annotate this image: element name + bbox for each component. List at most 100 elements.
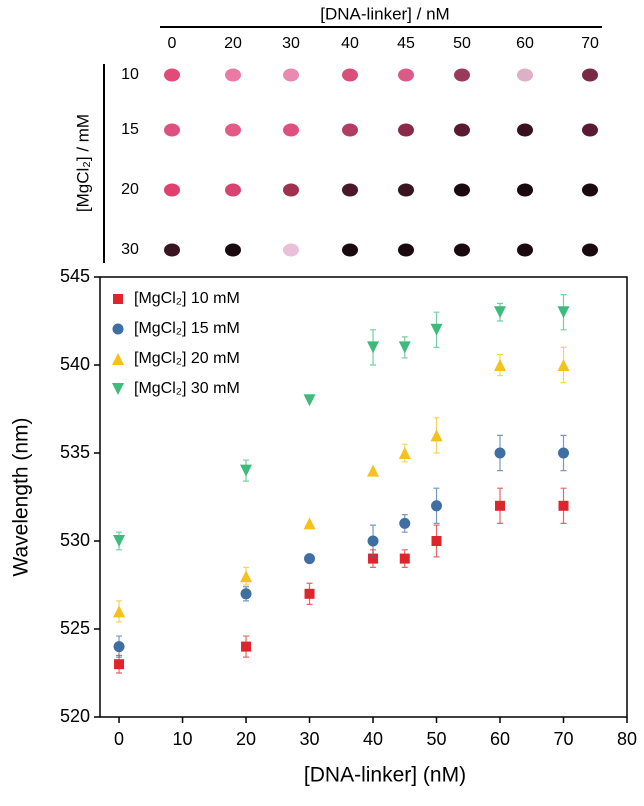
spot — [582, 68, 598, 82]
marker — [304, 588, 315, 599]
legend-marker — [113, 294, 123, 304]
spot — [517, 68, 533, 82]
spot — [398, 123, 414, 137]
y-tick-label: 545 — [60, 266, 90, 286]
marker — [494, 447, 506, 459]
marker — [431, 536, 442, 546]
marker — [495, 500, 506, 511]
x-tick-label: 20 — [236, 729, 256, 749]
marker — [367, 341, 380, 354]
legend-label: [MgCl₂] 15 mM — [134, 320, 240, 337]
spot — [582, 123, 598, 137]
spot-column-label: 45 — [397, 35, 415, 52]
legend-label: [MgCl₂] 30 mM — [134, 380, 240, 397]
x-axis-label: [DNA-linker] (nM) — [304, 764, 466, 787]
spot-column-label: 0 — [168, 35, 177, 52]
marker — [399, 553, 410, 564]
spot — [283, 68, 299, 82]
y-tick-label: 525 — [60, 618, 90, 638]
spot — [398, 243, 414, 257]
legend-marker — [112, 323, 124, 335]
spot — [342, 243, 358, 257]
marker — [368, 553, 379, 564]
marker — [304, 553, 316, 565]
spot — [283, 243, 299, 257]
marker — [303, 394, 316, 407]
marker — [557, 359, 570, 371]
marker — [303, 517, 316, 530]
marker — [367, 535, 379, 547]
spot-row-label: 15 — [121, 121, 139, 138]
spot — [225, 243, 241, 257]
marker — [114, 659, 125, 670]
marker — [558, 447, 570, 459]
spot — [225, 68, 241, 82]
spot — [225, 183, 241, 197]
spot — [164, 68, 180, 82]
legend-label: [MgCl₂] 20 mM — [134, 350, 240, 367]
x-tick-label: 60 — [490, 729, 510, 749]
spot — [398, 68, 414, 82]
spot-row-label: 10 — [121, 66, 139, 83]
marker — [113, 535, 126, 547]
spot — [283, 183, 299, 197]
marker — [430, 323, 443, 336]
spot-column-label: 30 — [282, 35, 300, 52]
marker — [431, 500, 443, 512]
legend-marker — [112, 383, 124, 395]
spot — [283, 123, 299, 137]
y-tick-label: 535 — [60, 442, 90, 462]
spot — [454, 183, 470, 197]
spot — [454, 123, 470, 137]
spot-column-label: 70 — [581, 35, 599, 52]
spot-column-label: 20 — [224, 35, 242, 52]
marker — [241, 641, 252, 652]
x-tick-label: 70 — [553, 729, 573, 749]
spot-column-title: [DNA-linker] / nM — [320, 4, 449, 23]
marker — [494, 306, 507, 319]
spot-row-title: [MgCl₂] / mM — [73, 114, 92, 212]
y-tick-label: 540 — [60, 354, 90, 374]
spot — [517, 183, 533, 197]
spot-column-label: 40 — [341, 35, 359, 52]
marker — [558, 500, 569, 511]
spot — [342, 123, 358, 137]
marker — [430, 429, 443, 442]
marker — [398, 341, 411, 354]
spot-row-label: 20 — [121, 181, 139, 198]
spot — [164, 183, 180, 197]
y-tick-label: 520 — [60, 706, 90, 726]
marker — [240, 464, 253, 477]
plot-frame — [99, 276, 628, 718]
y-axis-label: Wavelength (nm) — [10, 417, 33, 576]
spot — [342, 183, 358, 197]
spot — [454, 68, 470, 82]
spot-column-label: 50 — [453, 35, 471, 52]
x-tick-label: 10 — [173, 729, 193, 749]
marker — [398, 447, 411, 459]
spot — [342, 68, 358, 82]
legend-label: [MgCl₂] 10 mM — [134, 290, 240, 307]
y-tick-label: 530 — [60, 530, 90, 550]
marker — [240, 588, 252, 600]
marker — [399, 517, 411, 529]
spot — [582, 183, 598, 197]
spot — [517, 243, 533, 257]
marker — [113, 605, 126, 618]
x-tick-label: 50 — [427, 729, 447, 749]
marker — [367, 464, 380, 477]
x-tick-label: 0 — [114, 729, 124, 749]
x-tick-label: 80 — [617, 729, 637, 749]
marker — [240, 570, 253, 583]
legend-marker — [112, 353, 124, 365]
spot — [164, 123, 180, 137]
marker — [113, 641, 125, 653]
spot — [398, 183, 414, 197]
spot — [164, 243, 180, 257]
spot-column-label: 60 — [516, 35, 534, 52]
spot — [454, 243, 470, 257]
x-tick-label: 30 — [300, 729, 320, 749]
x-tick-label: 40 — [363, 729, 383, 749]
spot — [582, 243, 598, 257]
